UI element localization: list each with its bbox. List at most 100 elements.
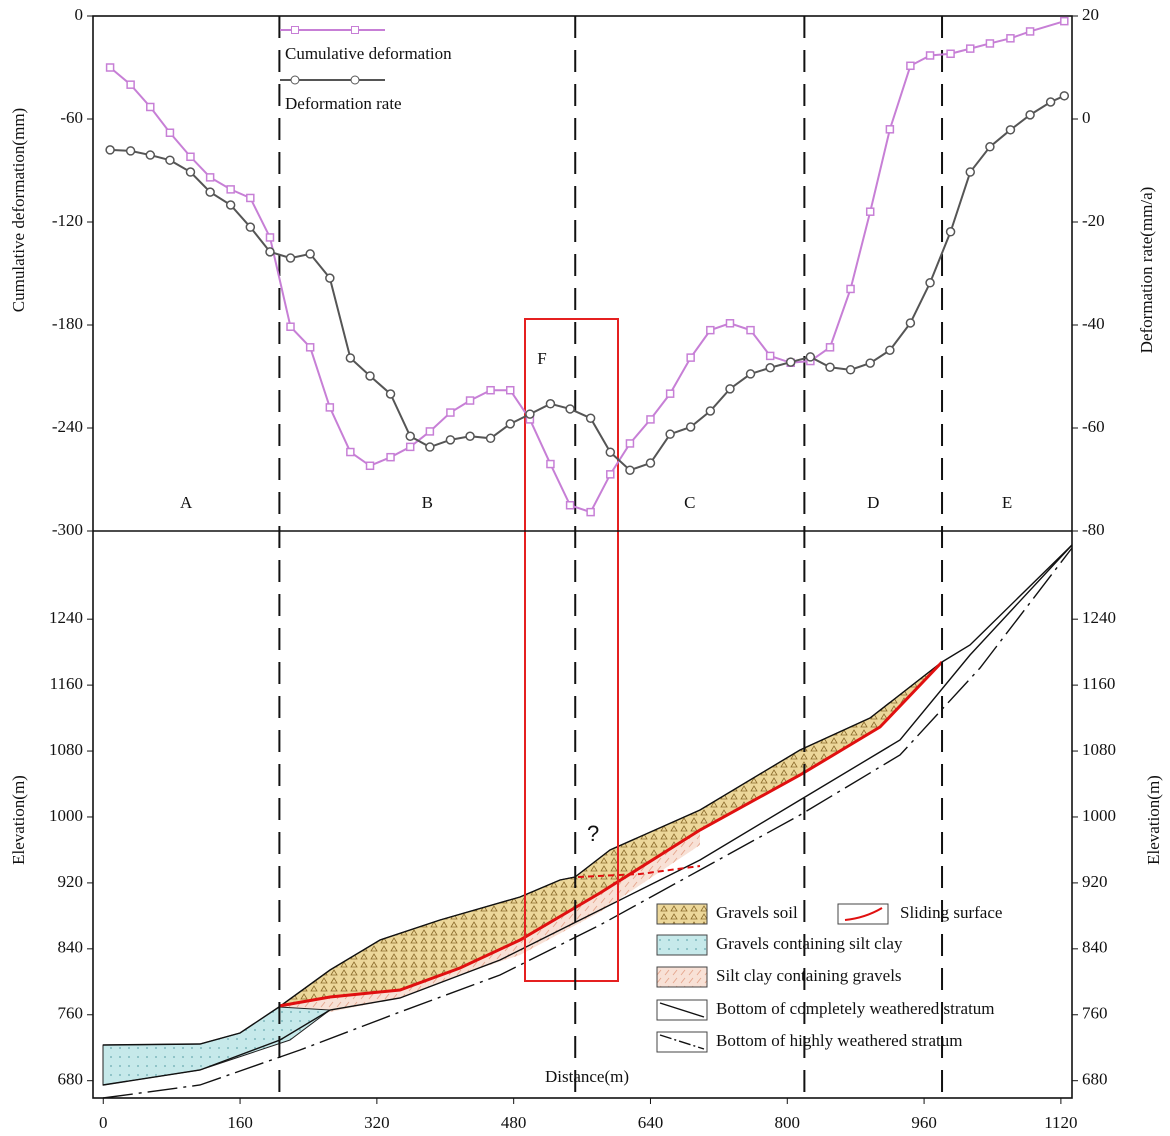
marker <box>365 371 375 381</box>
y-tick-label: 920 <box>58 872 84 891</box>
legend-label: Sliding surface <box>900 903 1002 922</box>
y-tick-label: 760 <box>58 1004 84 1023</box>
marker <box>525 409 535 419</box>
legend-section: Gravels soil Sliding surface Gravels con… <box>656 903 1002 1053</box>
zone-label: C <box>684 493 695 512</box>
marker <box>125 146 136 156</box>
y-tick-label-right: 840 <box>1082 938 1108 957</box>
marker <box>145 150 156 160</box>
completely-weathered-bottom <box>102 544 1073 1086</box>
marker <box>785 357 796 367</box>
y-tick-label: 1160 <box>50 674 83 693</box>
marker <box>586 507 595 517</box>
marker <box>865 207 875 216</box>
marker <box>185 167 196 177</box>
marker <box>305 249 315 259</box>
marker <box>565 501 575 510</box>
marker <box>446 408 455 417</box>
x-tick-label: 480 <box>501 1113 527 1132</box>
marker <box>505 419 516 429</box>
y-axis-title: Elevation(m) <box>9 775 28 865</box>
marker <box>205 173 215 182</box>
legend-label: Bottom of highly weathered stratum <box>716 1031 962 1050</box>
marker <box>226 185 235 194</box>
marker <box>825 362 835 372</box>
marker <box>1025 27 1035 36</box>
marker <box>205 187 215 197</box>
marker <box>865 358 875 368</box>
marker <box>485 433 496 444</box>
legend-label: Silt clay containing gravels <box>716 966 902 985</box>
marker <box>486 385 495 395</box>
marker <box>1005 125 1016 135</box>
marker <box>705 406 716 416</box>
marker <box>725 319 735 328</box>
y-tick-label: 0 <box>75 5 84 24</box>
y-tick-label-right: 1160 <box>1082 674 1115 693</box>
marker <box>105 63 115 72</box>
marker <box>585 413 596 423</box>
marker <box>1025 110 1035 120</box>
y-tick-label-right: 1080 <box>1082 740 1116 759</box>
marker <box>1059 91 1070 101</box>
y2-tick-label: 20 <box>1082 5 1099 24</box>
marker <box>745 369 756 379</box>
marker <box>165 155 175 165</box>
legend-swatch <box>844 907 883 921</box>
y-tick-label: -300 <box>52 520 83 539</box>
marker <box>325 273 335 283</box>
marker <box>906 61 915 71</box>
marker <box>506 385 515 395</box>
marker <box>225 200 236 210</box>
legend-marker <box>350 75 360 85</box>
marker <box>285 253 296 263</box>
marker <box>405 431 415 441</box>
marker <box>625 439 635 448</box>
legend-marker <box>291 26 299 34</box>
marker <box>605 447 616 457</box>
marker <box>765 351 775 361</box>
marker <box>346 447 355 457</box>
legend-marker <box>351 26 359 34</box>
gravels-soil <box>278 661 943 1008</box>
marker <box>445 435 456 445</box>
marker <box>625 465 635 475</box>
legend-label: Gravels soil <box>716 903 798 922</box>
y2-axis-title: Deformation rate(mm/a) <box>1137 187 1156 354</box>
legend-label: Gravels containing silt clay <box>716 934 903 953</box>
marker <box>985 39 995 48</box>
ground-surface <box>102 544 1073 1046</box>
marker <box>246 193 255 203</box>
legend-swatch <box>656 903 708 925</box>
y-tick-label-right: 920 <box>1082 872 1108 891</box>
marker <box>385 389 396 399</box>
marker <box>985 142 995 152</box>
marker <box>465 431 475 441</box>
plot-frame <box>92 15 1073 1099</box>
marker <box>685 422 696 432</box>
marker <box>966 44 975 53</box>
y2-tick-label: -80 <box>1082 520 1105 539</box>
x-axis-title: Distance(m) <box>545 1067 629 1086</box>
y-tick-label: -180 <box>52 314 83 333</box>
x-tick-label: 960 <box>911 1113 937 1132</box>
zone-label: D <box>867 493 879 512</box>
legend-swatch <box>659 1034 705 1050</box>
y-tick-label-right: 1240 <box>1082 608 1116 627</box>
y-tick-label: 1240 <box>49 608 83 627</box>
legend-swatch <box>656 934 708 956</box>
marker <box>286 322 295 331</box>
x-tick-label: 1120 <box>1044 1113 1077 1132</box>
inferred-sliding-surface <box>577 865 701 878</box>
marker <box>665 429 675 439</box>
marker <box>1060 16 1069 26</box>
y-tick-label-right: 760 <box>1082 1004 1108 1023</box>
highly-weathered-bottom <box>102 547 1073 1099</box>
marker <box>146 102 155 112</box>
cross-section <box>102 544 1073 1099</box>
marker <box>725 384 735 394</box>
marker <box>965 167 976 177</box>
marker <box>646 415 655 424</box>
zone-f-label: F <box>537 349 546 368</box>
